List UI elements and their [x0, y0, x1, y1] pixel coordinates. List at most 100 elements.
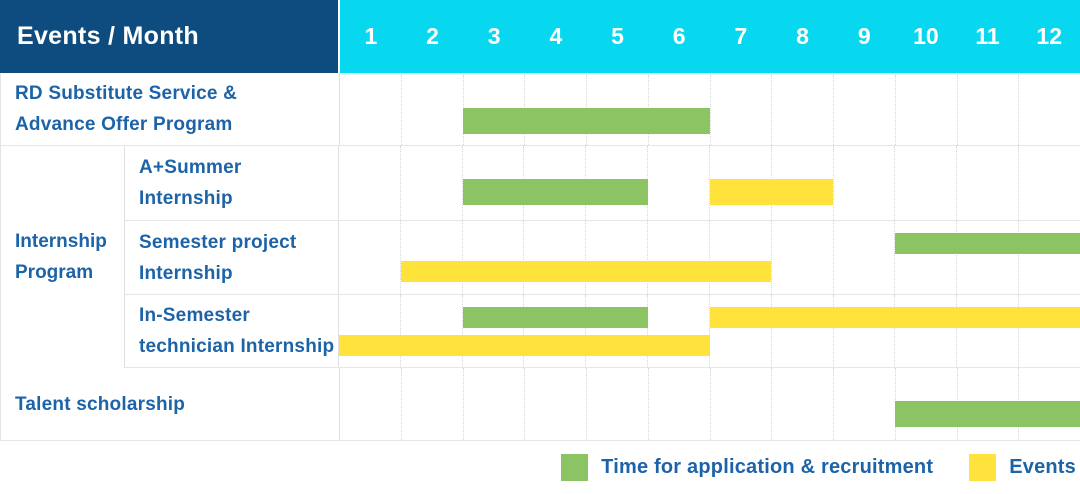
month-grid-cell	[339, 295, 400, 367]
month-header-cell: 8	[796, 23, 809, 49]
month-track	[339, 146, 1080, 220]
month-grid-cell	[771, 75, 833, 145]
month-grid-cell	[832, 221, 895, 294]
event-bar	[709, 307, 1080, 328]
month-grid-cell	[462, 368, 525, 440]
internship-program-group: Internship Program A+Summer Internship Semes…	[1, 146, 1080, 368]
legend-label: Events	[1009, 456, 1076, 478]
month-grid-cell	[833, 368, 895, 440]
month-grid-cell	[770, 221, 833, 294]
month-grid-cell	[585, 295, 647, 367]
month-grid-cell	[832, 146, 895, 220]
month-grid-cell	[339, 221, 400, 294]
month-header-cell: 1	[364, 23, 378, 49]
month-grid-cell	[833, 75, 895, 145]
schedule-body: RD Substitute Service & Advance Offer Pro…	[0, 73, 1080, 441]
row-label: Talent scholarship	[1, 368, 340, 440]
month-grid-cell	[1018, 75, 1080, 145]
month-track	[339, 295, 1080, 367]
group-rows: A+Summer Internship Semester project Intern…	[125, 146, 1080, 368]
month-header-cell: 12	[1036, 23, 1063, 49]
month-grid-cell	[461, 146, 524, 220]
month-grid-cell	[586, 368, 648, 440]
event-bar	[709, 179, 833, 205]
month-grid-cell	[956, 146, 1018, 220]
month-grid-cell	[340, 75, 401, 145]
event-bar	[400, 261, 772, 282]
legend-item-recruitment: Time for application & recruitment	[561, 454, 933, 481]
month-grid-cell	[708, 221, 771, 294]
schedule-row: In-Semester technician Internship	[125, 295, 1080, 368]
month-grid-cell	[956, 295, 1018, 367]
legend-label: Time for application & recruitment	[601, 456, 934, 478]
month-grid-cell	[462, 75, 525, 145]
month-grid-cell	[1018, 295, 1080, 367]
table-header-row: Events / Month 1 2 3 4 5 6 7 8 9 10 11 12	[0, 0, 1080, 73]
schedule-row: A+Summer Internship	[125, 146, 1080, 221]
month-grid-cell	[399, 221, 462, 294]
month-header-cell: 10	[913, 23, 939, 49]
month-grid-cell	[956, 221, 1018, 294]
month-grid-cell	[894, 221, 956, 294]
month-grid-cell	[647, 221, 709, 294]
month-grid-cell	[647, 146, 709, 220]
month-grid-cell	[523, 295, 585, 367]
month-grid-cell	[400, 368, 463, 440]
month-grid-cell	[340, 368, 401, 440]
row-label: A+Summer Internship	[125, 146, 339, 220]
month-grid-cell	[400, 75, 463, 145]
month-grid-cell	[894, 295, 956, 367]
month-grid-cell	[894, 146, 956, 220]
month-header-cell: 2	[426, 23, 439, 49]
month-grid-cell	[956, 75, 1019, 145]
recruitment-swatch	[561, 454, 589, 481]
recruitment-bar	[894, 233, 1080, 254]
month-header-cell: 4	[549, 23, 563, 49]
month-grid-cell	[709, 75, 772, 145]
month-header-cell: 9	[857, 23, 871, 49]
month-grid-cell	[708, 295, 771, 367]
recruitment-bar	[462, 179, 648, 205]
schedule-row: Semester project Internship	[125, 221, 1080, 295]
month-grid-cell	[770, 295, 833, 367]
row-label: RD Substitute Service & Advance Offer Pro…	[1, 73, 340, 145]
month-grid-cell	[399, 146, 462, 220]
schedule-row: RD Substitute Service & Advance Offer Pro…	[1, 73, 1080, 146]
month-grid-cell	[399, 295, 462, 367]
schedule-row: Talent scholarship	[1, 368, 1080, 441]
legend: Time for application & recruitment Events	[0, 441, 1080, 494]
month-grid-cell	[1018, 146, 1080, 220]
month-grid-cell	[647, 295, 709, 367]
legend-item-event: Events	[969, 454, 1076, 481]
month-header-cell: 6	[672, 23, 686, 49]
month-grid-cell	[523, 221, 585, 294]
events-month-header: Events / Month	[0, 0, 338, 73]
month-grid-cell	[461, 221, 524, 294]
event-swatch	[969, 454, 997, 481]
month-grid-cell	[708, 146, 771, 220]
month-header-cell: 3	[487, 23, 501, 49]
month-grid-cell	[1018, 221, 1080, 294]
month-grid-cell	[524, 368, 586, 440]
month-header-cell: 7	[734, 23, 748, 49]
month-grid-cell	[585, 221, 647, 294]
month-track	[340, 73, 1080, 145]
month-header-cell: 11	[975, 23, 1000, 49]
row-label: In-Semester technician Internship	[125, 295, 339, 367]
month-header-cell: 5	[611, 23, 624, 49]
month-grid-cell	[709, 368, 772, 440]
month-grid-cell	[647, 368, 710, 440]
month-grid-cell	[461, 295, 524, 367]
month-grid-cell	[771, 368, 833, 440]
month-grid-cell	[894, 75, 957, 145]
month-grid-cell	[339, 146, 400, 220]
group-label: Internship Program	[1, 146, 125, 368]
recruitment-bar	[463, 108, 710, 134]
month-track	[339, 221, 1080, 294]
row-label: Semester project Internship	[125, 221, 339, 294]
month-track	[340, 368, 1080, 440]
recruitment-bar	[895, 401, 1080, 427]
month-grid-cell	[832, 295, 895, 367]
recruitment-bar	[462, 307, 648, 328]
